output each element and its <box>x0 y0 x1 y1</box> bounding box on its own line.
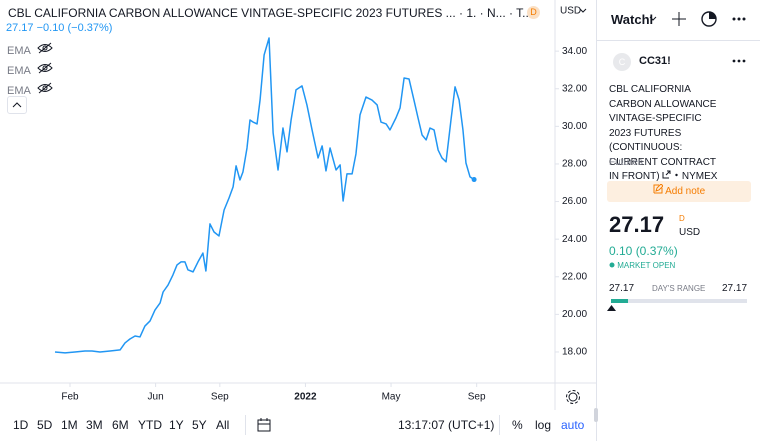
divider <box>597 40 760 41</box>
y-tick-label: 26.00 <box>562 196 587 207</box>
more-icon[interactable] <box>732 17 746 21</box>
calendar-icon[interactable] <box>256 417 272 433</box>
description-text: CBL CALIFORNIA CARBON ALLOWANCE VINTAGE-… <box>609 84 717 182</box>
watchlist-title[interactable]: Watchl <box>611 12 654 27</box>
add-note-label: Add note <box>665 186 706 197</box>
indicator-name: EMA <box>7 65 31 77</box>
x-tick-label: Sep <box>468 392 486 403</box>
panel-icons <box>649 11 746 27</box>
add-note-button[interactable]: Add note <box>607 181 751 202</box>
settings-icon[interactable] <box>566 390 580 404</box>
more-icon[interactable] <box>731 56 751 66</box>
chevron[interactable] <box>649 16 657 21</box>
y-tick-label: 34.00 <box>562 46 587 57</box>
range-fill <box>611 299 628 303</box>
price-currency: USD <box>679 227 701 238</box>
indicator-row: EMA <box>7 42 53 57</box>
x-tick-label: Jun <box>148 392 164 403</box>
y-tick-label: 32.00 <box>562 83 587 94</box>
panel-resizer[interactable] <box>594 408 598 422</box>
x-tick-label: 2022 <box>294 392 317 403</box>
indicator-row: EMA <box>7 82 53 97</box>
description: CBL CALIFORNIA CARBON ALLOWANCE VINTAGE-… <box>609 83 724 185</box>
price-flag: D <box>679 214 685 223</box>
indicator-row: EMA <box>7 62 53 77</box>
status-text: MARKET OPEN <box>617 261 676 270</box>
price-line <box>54 37 475 354</box>
price: 27.17 <box>609 212 665 237</box>
symbol[interactable]: CC31! <box>639 55 671 67</box>
scale-option[interactable]: log <box>535 418 552 432</box>
hidden-eye-icon[interactable] <box>37 62 53 74</box>
range-low: 27.17 <box>609 283 635 294</box>
change: 0.10 (0.37%) <box>609 244 678 258</box>
scale-option[interactable]: auto <box>561 418 585 432</box>
hidden-eye-icon[interactable] <box>37 82 53 94</box>
range-button[interactable]: 1Y <box>169 418 184 432</box>
axis-currency[interactable]: USD <box>560 6 581 17</box>
y-tick-label: 28.00 <box>562 159 587 170</box>
y-tick-label: 18.00 <box>562 347 587 358</box>
separator <box>245 415 246 435</box>
y-tick-label: 22.00 <box>562 271 587 282</box>
x-tick-label: May <box>382 392 401 403</box>
indicator-name: EMA <box>7 45 31 57</box>
note-icon <box>653 183 664 194</box>
symbol-logo: C <box>613 53 631 71</box>
range-button[interactable]: 5D <box>37 418 53 432</box>
range-button[interactable]: 3M <box>86 418 103 432</box>
delay-badge: D <box>527 6 540 19</box>
last-price: 27.17 <box>6 22 34 34</box>
range-high: 27.17 <box>722 283 748 294</box>
separator <box>499 415 500 435</box>
symbol-title: CBL CALIFORNIA CARBON ALLOWANCE VINTAGE-… <box>8 6 533 20</box>
range-label: DAY'S RANGE <box>652 284 706 293</box>
exchange: NYMEX <box>681 171 718 182</box>
x-tick-label: Feb <box>61 392 79 403</box>
currency-chevron <box>579 8 587 13</box>
y-tick-label: 30.00 <box>562 121 587 132</box>
dot <box>675 173 678 177</box>
market-status: MARKET OPEN <box>609 261 675 270</box>
status-dot <box>609 262 615 268</box>
watchlist-panel: Watchl C CC31! CBL CALIFORNIA CARBON ALL… <box>596 0 760 441</box>
category: Futures <box>609 157 643 168</box>
scale-option[interactable]: % <box>512 418 523 432</box>
last-point <box>471 177 477 183</box>
indicator-name: EMA <box>7 85 31 97</box>
range-track <box>611 299 747 303</box>
range-button[interactable]: 6M <box>112 418 129 432</box>
legend-price: 27.17 −0.10 (−0.37%) <box>6 22 112 34</box>
range-button[interactable]: All <box>216 418 230 432</box>
range-marker <box>607 305 616 311</box>
price-change: −0.10 (−0.37%) <box>36 22 113 34</box>
chart-icon[interactable] <box>701 11 717 27</box>
add-icon[interactable] <box>672 12 686 26</box>
range-button[interactable]: 5Y <box>192 418 207 432</box>
link-icon[interactable] <box>662 170 671 179</box>
clock: 13:17:07 (UTC+1) <box>398 418 495 432</box>
x-tick-label: Sep <box>211 392 229 403</box>
range-button[interactable]: YTD <box>138 418 162 432</box>
y-tick-label: 20.00 <box>562 309 587 320</box>
range-button[interactable]: 1D <box>13 418 29 432</box>
collapse-button[interactable] <box>7 96 27 114</box>
chart: USD 18.00 20.00 22.00 24.00 26.00 28.00 30.00 3… <box>0 0 596 410</box>
y-tick-label: 24.00 <box>562 234 587 245</box>
range-button[interactable]: 1M <box>61 418 78 432</box>
chevron <box>12 102 22 108</box>
hidden-eye-icon[interactable] <box>37 42 53 54</box>
